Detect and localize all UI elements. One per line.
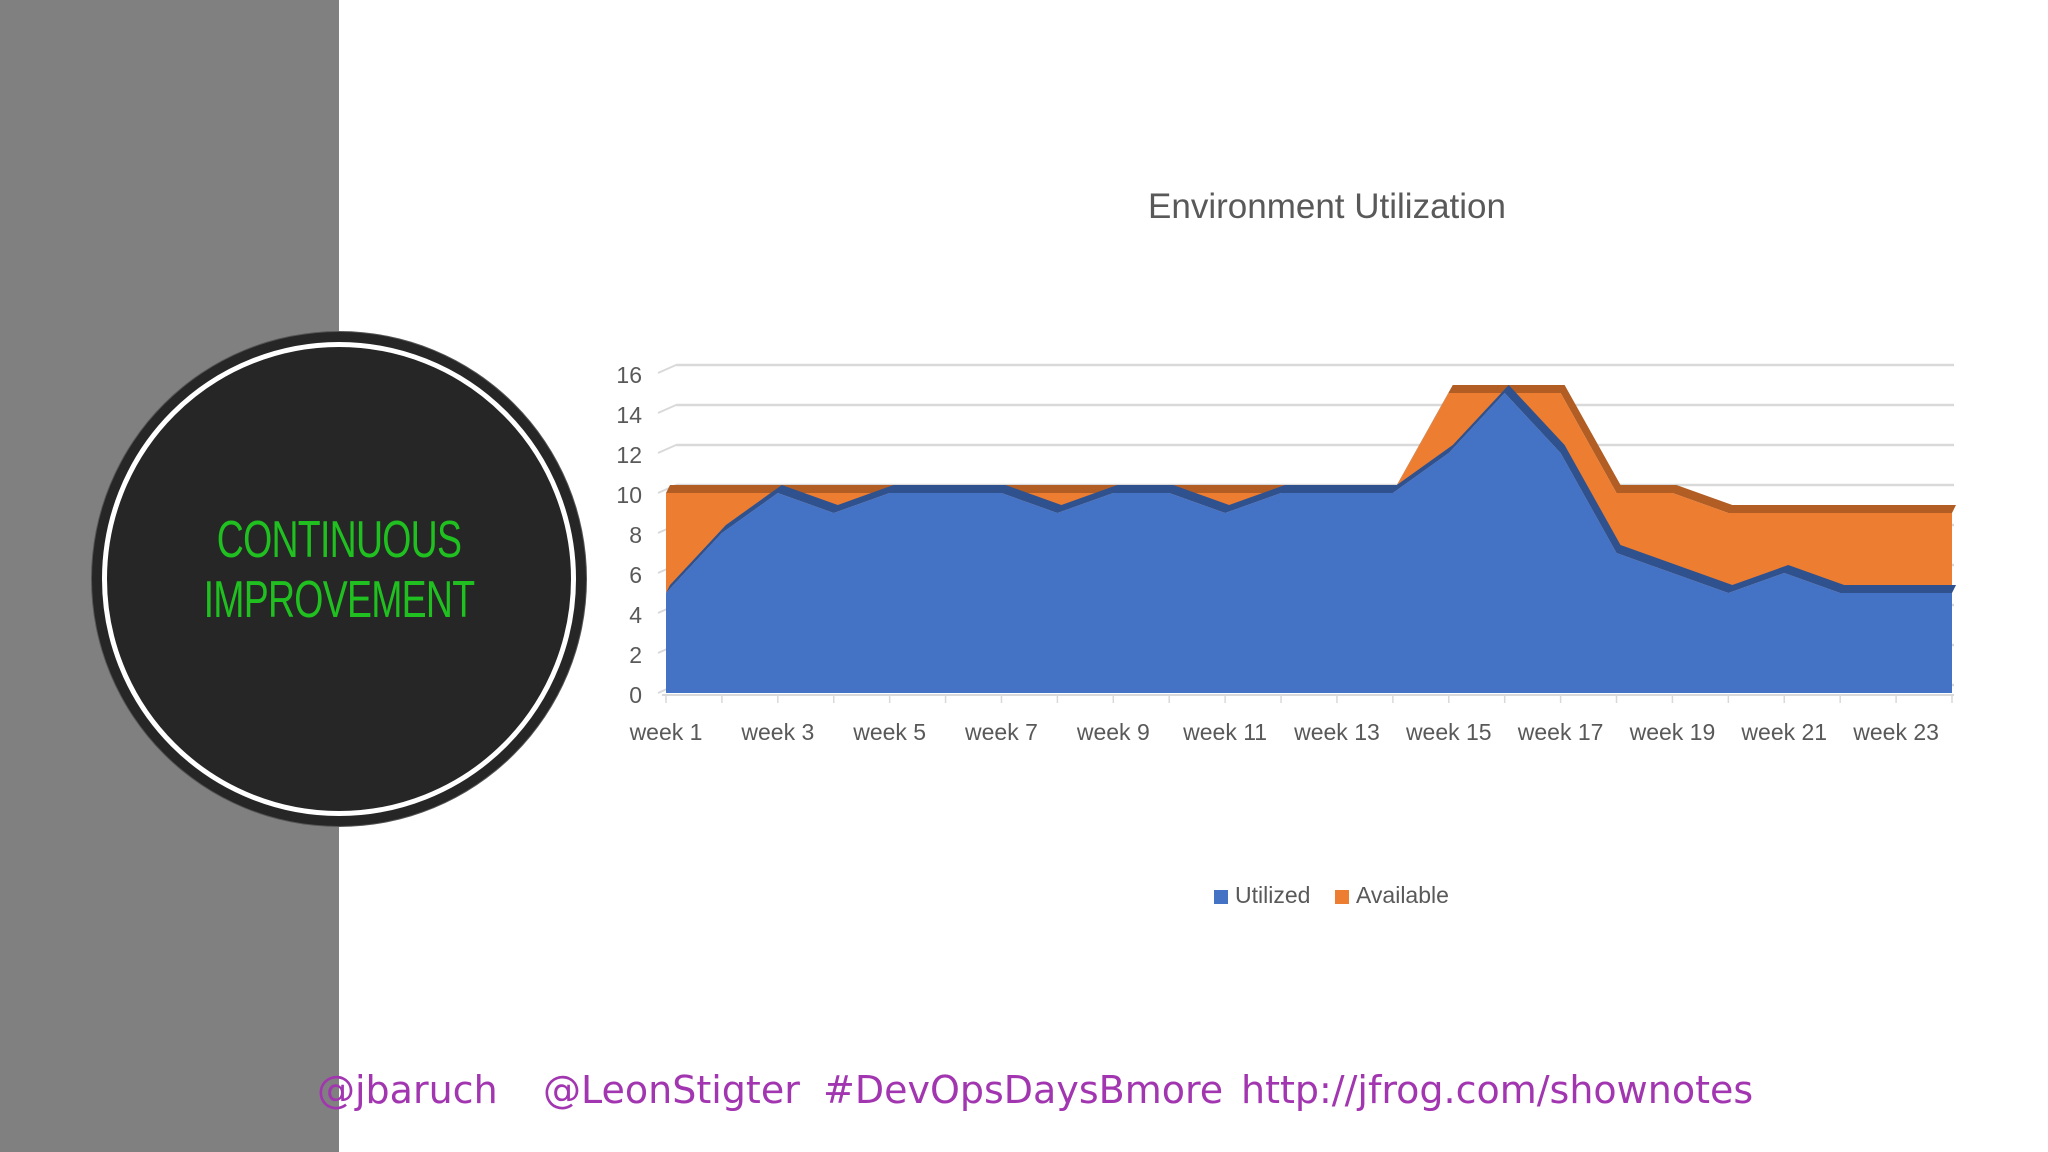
y-axis-ticks: 0 2 4 6 8 10 12 14 16	[616, 362, 642, 708]
badge-line-2: IMPROVEMENT	[203, 571, 476, 629]
footer: @jbaruch @LeonStigter #DevOpsDaysBmore h…	[0, 1068, 2048, 1128]
series-utilized-ridge	[666, 385, 1956, 593]
y-tick-label: 4	[629, 602, 642, 628]
x-tick-label: week 13	[1293, 719, 1380, 745]
legend-swatch-utilized	[1214, 890, 1228, 904]
gridline-depth	[657, 404, 677, 414]
x-tick-label: week 3	[740, 719, 814, 745]
section-badge-label: CONTINUOUS IMPROVEMENT	[196, 510, 483, 630]
x-tick-label: week 5	[852, 719, 926, 745]
chart-legend: Utilized Available	[1214, 882, 1449, 908]
x-tick-label: week 1	[629, 719, 703, 745]
y-tick-label: 8	[629, 522, 642, 548]
badge-line-1: CONTINUOUS	[216, 511, 462, 569]
x-tick-label: week 17	[1517, 719, 1604, 745]
chart-title: Environment Utilization	[1148, 187, 1506, 226]
footer-handle-leonstigter[interactable]: @LeonStigter	[543, 1068, 800, 1112]
legend-label-available: Available	[1356, 882, 1449, 908]
x-axis-ticks: week 1 week 3 week 5 week 7 week 9 week 11 wee…	[629, 694, 1954, 745]
gridline-depth	[657, 444, 677, 454]
x-tick-label: week 11	[1182, 719, 1267, 745]
y-tick-label: 10	[616, 482, 642, 508]
series-utilized-area	[666, 393, 1952, 693]
y-tick-label: 6	[629, 562, 642, 588]
chart-areas	[666, 385, 1956, 693]
x-tick-label: week 9	[1076, 719, 1150, 745]
x-tick-label: week 15	[1405, 719, 1492, 745]
x-tick-label: week 23	[1852, 719, 1939, 745]
y-tick-label: 12	[616, 442, 642, 468]
section-badge-ring	[102, 342, 576, 816]
y-tick-label: 16	[616, 362, 642, 388]
series-available-area	[666, 393, 1952, 593]
legend-swatch-available	[1335, 890, 1349, 904]
y-tick-label: 2	[629, 642, 642, 668]
x-tick-label: week 21	[1740, 719, 1827, 745]
x-tick-label: week 19	[1629, 719, 1716, 745]
footer-url-link[interactable]: http://jfrog.com/shownotes	[1241, 1068, 1754, 1112]
gridline-depth	[657, 364, 677, 374]
y-tick-label: 14	[616, 402, 642, 428]
legend-label-utilized: Utilized	[1235, 882, 1310, 908]
footer-hashtag[interactable]: #DevOpsDaysBmore	[823, 1068, 1224, 1112]
x-tick-label: week 7	[964, 719, 1038, 745]
footer-handle-jbaruch[interactable]: @jbaruch	[317, 1068, 498, 1112]
y-tick-label: 0	[629, 682, 642, 708]
